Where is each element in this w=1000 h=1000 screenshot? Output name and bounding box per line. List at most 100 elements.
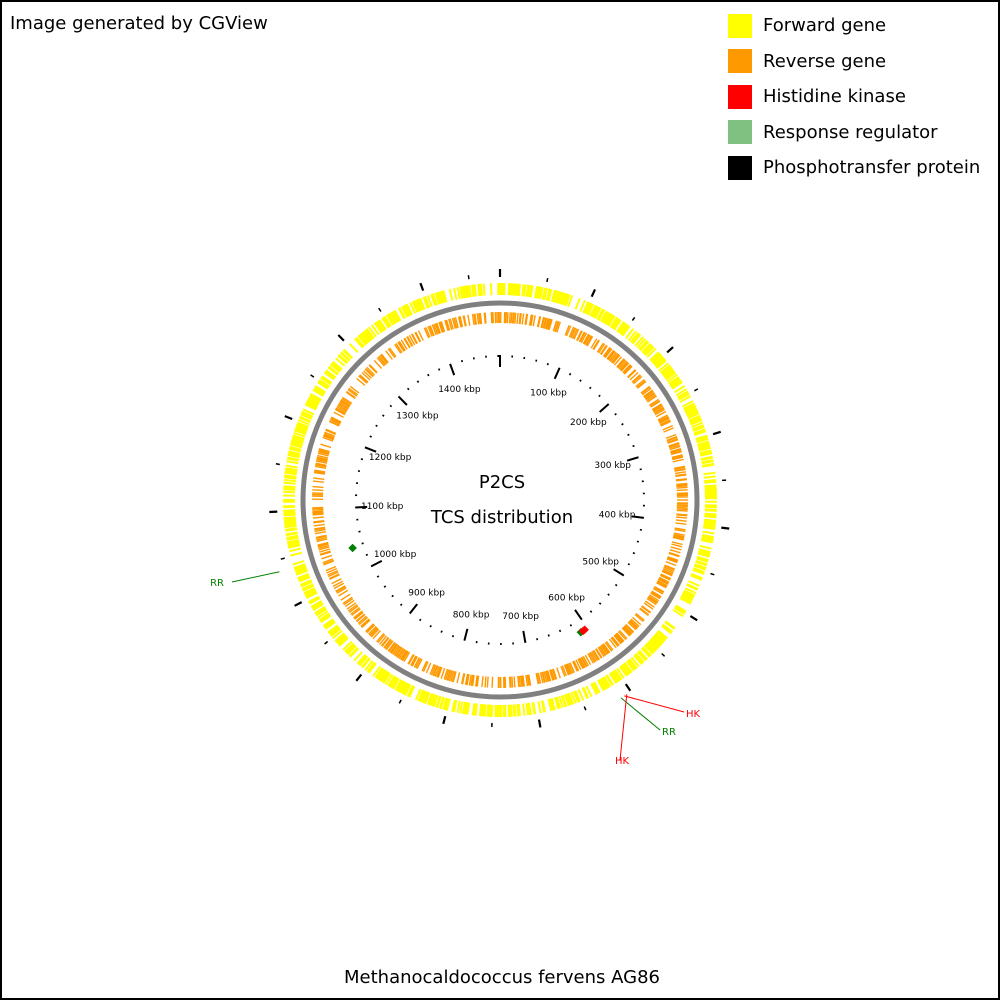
reverse-gene-mark	[395, 647, 403, 657]
reverse-gene-mark	[403, 651, 411, 662]
forward-gene-mark	[665, 371, 677, 381]
reverse-gene-mark	[312, 511, 324, 515]
reverse-gene-mark	[312, 516, 324, 519]
forward-gene-mark	[690, 574, 703, 581]
forward-gene-mark	[704, 512, 717, 516]
reverse-gene-mark	[604, 347, 612, 358]
inner-tick	[579, 379, 582, 382]
reverse-gene-mark	[380, 353, 389, 364]
reverse-gene-mark	[481, 676, 484, 688]
forward-gene-mark	[335, 357, 346, 367]
outer-tick	[355, 673, 363, 682]
reverse-gene-mark	[318, 544, 330, 549]
reverse-gene-mark	[674, 471, 687, 475]
reverse-gene-mark	[662, 569, 673, 576]
reverse-gene-mark	[650, 400, 661, 408]
forward-gene-mark	[368, 662, 377, 674]
reverse-gene-mark	[313, 520, 325, 523]
reverse-gene-mark	[425, 662, 432, 674]
forward-gene-mark	[597, 679, 605, 692]
forward-gene-mark	[704, 485, 717, 489]
forward-gene-mark	[317, 610, 329, 619]
reverse-gene-mark	[389, 643, 398, 654]
reverse-gene-mark	[510, 312, 513, 324]
forward-gene-mark	[682, 591, 695, 599]
reverse-gene-mark	[640, 605, 651, 614]
reverse-gene-mark	[516, 312, 519, 324]
inner-tick	[598, 602, 602, 605]
reverse-gene-mark	[537, 316, 542, 328]
reverse-gene-mark	[676, 509, 688, 512]
reverse-gene-mark	[674, 467, 686, 472]
inner-tick	[546, 362, 549, 366]
forward-gene-mark	[653, 356, 664, 366]
reverse-gene-mark	[361, 371, 371, 381]
inner-tick	[382, 414, 385, 417]
inner-tick	[451, 634, 455, 638]
reverse-gene-mark	[397, 341, 405, 352]
forward-gene-mark	[592, 682, 600, 694]
forward-gene-mark	[318, 379, 330, 388]
reverse-gene-mark	[421, 660, 428, 672]
forward-gene-mark	[704, 480, 717, 484]
reverse-gene-mark	[396, 647, 404, 658]
reverse-gene-mark	[646, 598, 657, 606]
forward-gene-mark	[703, 526, 716, 530]
forward-gene-mark	[414, 688, 422, 701]
reverse-gene-mark	[318, 448, 330, 454]
inner-tick	[632, 444, 635, 448]
forward-gene-mark	[301, 410, 314, 418]
forward-gene-mark	[694, 430, 707, 436]
legend-swatch-histidine-kinase	[728, 84, 752, 109]
forward-gene-mark	[405, 303, 413, 316]
forward-gene-mark	[297, 574, 310, 581]
forward-gene-mark	[368, 326, 377, 338]
reverse-gene-mark	[663, 566, 675, 573]
forward-gene-mark	[330, 363, 342, 373]
reverse-gene-mark	[652, 405, 664, 413]
reverse-gene-mark	[676, 508, 688, 511]
forward-gene-mark	[618, 323, 628, 335]
reverse-gene-mark	[522, 675, 525, 687]
outer-tick	[721, 526, 730, 530]
reverse-gene-mark	[380, 354, 389, 364]
reverse-gene-mark	[578, 658, 585, 669]
forward-gene-mark	[636, 338, 646, 349]
reverse-gene-mark	[385, 640, 393, 650]
reverse-gene-mark	[337, 404, 348, 412]
reverse-gene-mark	[672, 455, 684, 460]
reverse-gene-mark	[508, 312, 511, 324]
forward-gene-mark	[587, 303, 595, 316]
outer-tick	[537, 719, 542, 728]
legend-label: Histidine kinase	[763, 86, 906, 108]
kbp-tick-label: 900 kbp	[408, 588, 445, 598]
forward-gene-mark	[327, 624, 339, 634]
reverse-gene-mark	[616, 632, 625, 642]
forward-gene-mark	[579, 299, 586, 312]
forward-gene-mark	[704, 487, 717, 490]
reverse-gene-mark	[664, 565, 675, 571]
kbp-tick-label: 1100 kbp	[361, 502, 404, 512]
reverse-gene-mark	[651, 591, 662, 598]
forward-gene-mark	[680, 595, 692, 603]
reverse-gene-mark	[579, 331, 586, 343]
reverse-gene-mark	[317, 543, 329, 548]
reverse-gene-mark	[645, 392, 656, 401]
reverse-gene-mark	[511, 676, 514, 688]
reverse-gene-mark	[599, 645, 607, 656]
reverse-gene-mark	[659, 574, 671, 581]
reverse-gene-mark	[675, 473, 687, 477]
reverse-gene-mark	[669, 445, 681, 451]
reverse-gene-mark	[578, 657, 585, 669]
forward-gene-mark	[690, 572, 703, 580]
reverse-gene-mark	[544, 318, 549, 330]
inner-tick	[574, 609, 583, 621]
reverse-gene-mark	[316, 457, 328, 462]
forward-gene-mark	[631, 333, 642, 345]
kbp-tick-label: 200 kbp	[570, 418, 607, 428]
reverse-gene-mark	[466, 674, 470, 686]
reverse-gene-mark	[397, 648, 405, 659]
reverse-gene-mark	[675, 522, 687, 525]
forward-gene-mark	[378, 319, 387, 331]
